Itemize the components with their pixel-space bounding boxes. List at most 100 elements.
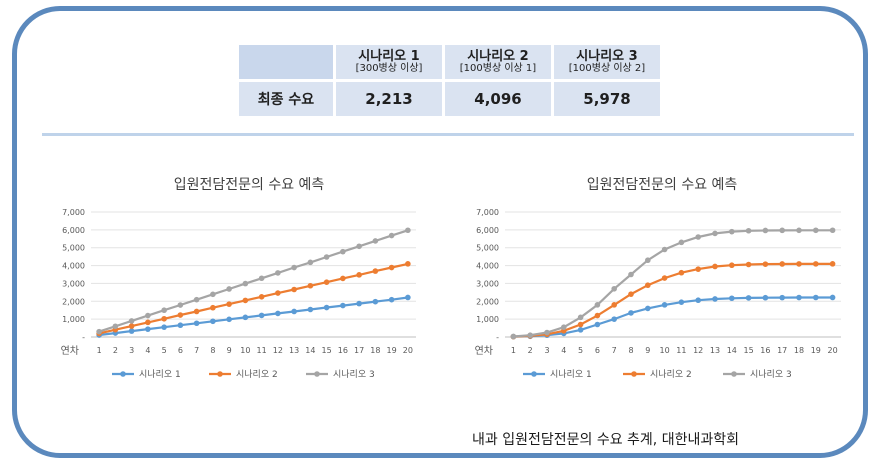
left-chart-series-3-point: [291, 264, 297, 271]
left-chart-legend-marker-2: [217, 371, 223, 377]
right-chart-series-1-point: [796, 294, 802, 301]
left-chart-series-1-point: [340, 302, 346, 309]
right-chart-x-axis-label: 연차: [475, 345, 493, 357]
right-chart-y-tick-label: 3,000: [476, 279, 499, 288]
left-chart-series-1-point: [405, 294, 411, 301]
right-chart-series-2-point: [594, 312, 601, 319]
left-chart-y-tick-label: 1,000: [62, 315, 85, 324]
right-chart-series-1-point: [628, 310, 634, 316]
rounded-frame: [12, 6, 868, 458]
left-chart-series-2-point: [307, 282, 314, 289]
scenario-2-header: 시나리오 2 [100병상 이상 1]: [445, 45, 551, 79]
right-chart-series-3-point: [611, 285, 617, 292]
right-chart-series-2-point: [577, 321, 584, 328]
left-chart-x-axis-label: 연차: [61, 345, 79, 357]
left-chart-x-tick-label: 4: [145, 346, 150, 355]
scenario-1-value: 2,213: [336, 82, 442, 116]
right-chart-series-3-point: [829, 227, 836, 234]
left-chart-legend-marker-1: [120, 371, 126, 377]
right-chart-series-3-point: [678, 239, 685, 246]
right-chart-series-2-point: [611, 302, 617, 308]
right-chart-series-3-point: [577, 314, 584, 321]
right-chart-series-2-point: [645, 282, 651, 289]
left-chart-series-3-line: [98, 229, 409, 333]
left-chart-series-1-point: [323, 304, 330, 311]
right-chart-x-tick-label: 7: [612, 346, 617, 355]
left-chart-x-tick-label: 14: [305, 346, 315, 355]
left-chart-series-3-point: [405, 227, 411, 234]
left-chart-series-2-point: [340, 275, 346, 282]
right-chart-series-1-point: [695, 297, 701, 304]
left-chart-series-2-point: [193, 308, 200, 315]
right-chart-y-tick-label: -: [496, 333, 499, 342]
left-chart-series-3-point: [307, 259, 314, 266]
left-chart-series-2-point: [323, 279, 330, 285]
right-chart-series-1-point: [577, 327, 584, 333]
right-chart-series-2-line: [513, 262, 833, 338]
right-chart-x-tick-label: 18: [794, 346, 804, 355]
left-chart-series-3-point: [356, 243, 362, 250]
left-chart-series-2-point: [372, 268, 379, 274]
summary-corner-cell: [239, 45, 333, 79]
right-chart-x-tick-label: 14: [727, 346, 737, 355]
left-chart-y-tick-label: 2,000: [62, 297, 85, 306]
left-chart-x-tick-label: 15: [322, 346, 332, 355]
left-chart-series-1-point: [258, 312, 265, 319]
left-chart-y-tick-label: 7,000: [62, 208, 85, 217]
right-chart-series-1-point: [594, 321, 601, 328]
right-chart-series-1-point: [745, 295, 752, 301]
right-chart-x-tick-label: 17: [777, 346, 787, 355]
right-chart-x-tick-label: 5: [578, 346, 583, 355]
right-chart-series-3-point: [779, 227, 785, 234]
right-chart-series-1-point: [712, 296, 718, 302]
left-chart-x-tick-label: 11: [257, 346, 267, 355]
right-chart-x-tick-label: 8: [628, 346, 633, 355]
scenario-2-title: 시나리오 2: [467, 48, 529, 64]
right-chart-x-tick-label: 4: [561, 346, 566, 355]
left-chart-series-1-point: [275, 310, 281, 317]
summary-value-row: 최종 수요 2,213 4,096 5,978: [239, 82, 660, 116]
right-chart-legend-marker-2: [631, 371, 637, 377]
final-demand-label: 최종 수요: [239, 82, 333, 116]
right-chart-series-1-point: [729, 295, 735, 302]
right-chart-series-2-point: [779, 261, 785, 267]
right-chart-series-3-point: [661, 246, 668, 253]
left-chart-series-1-point: [128, 328, 135, 334]
right-chart-x-tick-label: 15: [744, 346, 754, 355]
right-chart-y-tick-label: 5,000: [476, 244, 499, 253]
right-chart-x-tick-label: 9: [645, 346, 650, 355]
right-chart-y-tick-label: 7,000: [476, 208, 499, 217]
scenario-3-title: 시나리오 3: [576, 48, 638, 64]
scenario-1-header: 시나리오 1 [300병상 이상]: [336, 45, 442, 79]
right-chart-legend-label-1: 시나리오 1: [550, 369, 592, 380]
summary-header-row: 시나리오 1 [300병상 이상] 시나리오 2 [100병상 이상 1] 시나…: [239, 45, 660, 79]
left-chart-x-tick-label: 7: [194, 346, 199, 355]
right-chart-series-1-point: [645, 305, 651, 312]
left-chart-x-tick-label: 9: [227, 346, 232, 355]
left-chart-series-1-point: [161, 324, 167, 330]
right-chart-x-tick-label: 1: [511, 346, 516, 355]
scenario-2-value: 4,096: [445, 82, 551, 116]
right-chart-series-3-point: [527, 332, 533, 339]
right-chart-series-3-point: [561, 324, 567, 330]
right-chart-x-tick-label: 3: [544, 346, 549, 355]
left-chart-x-tick-label: 10: [240, 346, 250, 355]
left-chart-series-3-point: [372, 238, 379, 244]
left-chart-series-2-point: [177, 312, 184, 318]
right-chart-legend-marker-3: [731, 371, 737, 377]
left-chart-series-1-point: [226, 316, 232, 323]
left-chart-x-tick-label: 8: [210, 346, 215, 355]
left-chart-x-tick-label: 19: [387, 346, 397, 355]
right-chart-y-tick-label: 4,000: [476, 262, 499, 271]
source-credit: 내과 입원전담전문의 수요 추계, 대한내과학회: [472, 432, 739, 448]
right-chart-series-2-point: [745, 261, 752, 268]
left-chart-series-3-point: [112, 323, 119, 330]
left-chart-x-tick-label: 17: [354, 346, 364, 355]
left-chart-series-1-point: [242, 314, 249, 321]
left-chart-x-tick-label: 5: [162, 346, 167, 355]
right-chart-series-3-point: [745, 227, 752, 234]
right-chart-series-2-point: [678, 269, 685, 276]
right-chart-series-2-point: [712, 263, 718, 270]
left-chart-x-tick-label: 18: [370, 346, 380, 355]
right-chart-series-3-point: [796, 227, 802, 234]
